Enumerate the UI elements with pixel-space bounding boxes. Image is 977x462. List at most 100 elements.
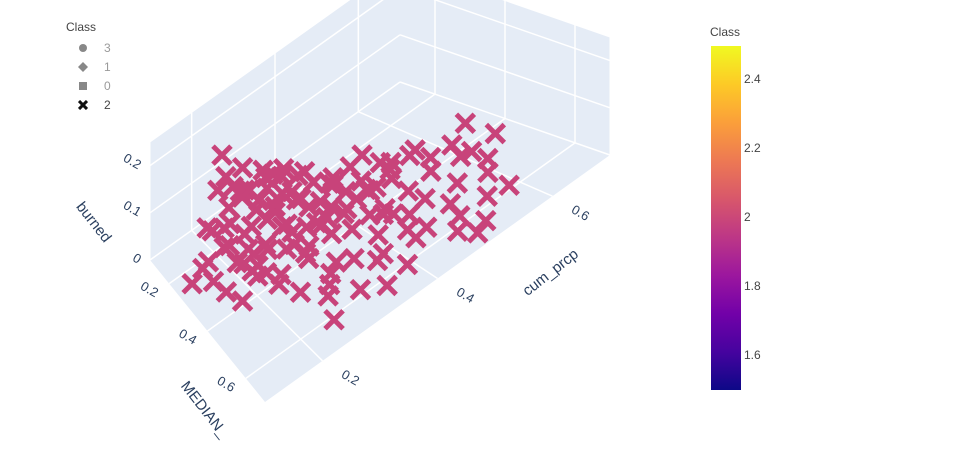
data-point[interactable] bbox=[317, 285, 339, 307]
data-point[interactable] bbox=[215, 281, 238, 303]
legend-label: 1 bbox=[104, 59, 111, 74]
data-point[interactable] bbox=[372, 203, 395, 226]
data-point[interactable] bbox=[215, 165, 237, 188]
legend-item-3[interactable]: 3 bbox=[66, 38, 111, 57]
colorbar-tick: 2.4 bbox=[744, 72, 761, 86]
data-point[interactable] bbox=[289, 281, 312, 303]
gridline-z-left bbox=[149, 0, 384, 167]
data-point[interactable] bbox=[302, 171, 325, 193]
colorbar-tick: 1.6 bbox=[744, 348, 761, 362]
data-point[interactable] bbox=[256, 208, 279, 231]
legend-label: 0 bbox=[104, 78, 111, 93]
data-point[interactable] bbox=[320, 222, 343, 245]
legend-item-0[interactable]: 0 bbox=[66, 76, 111, 95]
colorbar-tick: 2 bbox=[744, 210, 751, 224]
data-point[interactable] bbox=[275, 238, 298, 260]
circle-marker-icon bbox=[76, 43, 90, 53]
data-point[interactable] bbox=[454, 112, 477, 135]
data-point[interactable] bbox=[325, 251, 348, 273]
x-tick-label: 0.2 bbox=[339, 366, 362, 388]
x-axis-title: cum_prcp bbox=[519, 246, 581, 300]
gridline-z-right bbox=[399, 34, 611, 109]
data-point[interactable] bbox=[181, 272, 203, 295]
z-tick-label: 0.2 bbox=[121, 150, 144, 172]
diamond-marker-icon bbox=[76, 61, 90, 72]
legend: Class 3 1 0 2 bbox=[66, 20, 111, 114]
data-point[interactable] bbox=[294, 242, 317, 264]
gridline-z-left bbox=[149, 34, 401, 214]
data-point[interactable] bbox=[349, 278, 372, 301]
data-point[interactable] bbox=[226, 251, 249, 274]
box-edge bbox=[149, 0, 351, 143]
data-point[interactable] bbox=[247, 265, 269, 287]
legend-label: 2 bbox=[104, 97, 111, 112]
gridline-y-floor bbox=[168, 93, 436, 285]
data-point[interactable] bbox=[207, 179, 229, 202]
scene-3d[interactable]: 0.20.40.60.20.40.600.10.2cum_prcpMEDIAN_… bbox=[72, 0, 611, 441]
z-axis-title: burned bbox=[72, 199, 114, 246]
data-point[interactable] bbox=[264, 195, 286, 218]
data-point[interactable] bbox=[231, 156, 254, 179]
data-point[interactable] bbox=[414, 187, 436, 210]
data-point[interactable] bbox=[218, 234, 241, 257]
colorbar-gradient bbox=[711, 46, 741, 390]
data-point[interactable] bbox=[476, 185, 498, 207]
data-point[interactable] bbox=[449, 145, 472, 168]
data-point[interactable] bbox=[196, 217, 218, 239]
data-point[interactable] bbox=[336, 197, 358, 220]
data-point[interactable] bbox=[305, 212, 328, 234]
data-point[interactable] bbox=[276, 213, 298, 235]
data-point[interactable] bbox=[460, 140, 483, 163]
data-point[interactable] bbox=[240, 215, 263, 238]
y-tick-label: 0.6 bbox=[215, 373, 238, 395]
data-point[interactable] bbox=[446, 220, 469, 243]
data-point[interactable] bbox=[477, 161, 499, 184]
data-point[interactable] bbox=[339, 156, 362, 178]
gridline-z-right bbox=[399, 81, 611, 156]
data-point[interactable] bbox=[398, 144, 421, 167]
y-tick-label: 0.2 bbox=[138, 278, 161, 300]
data-point[interactable] bbox=[484, 122, 507, 145]
data-point[interactable] bbox=[231, 290, 254, 312]
data-point[interactable] bbox=[262, 163, 284, 185]
data-point[interactable] bbox=[498, 174, 520, 196]
box-edge bbox=[502, 0, 611, 38]
gridline-z-right bbox=[433, 0, 611, 62]
x-marker-icon bbox=[76, 99, 90, 110]
data-point[interactable] bbox=[376, 274, 398, 297]
data-point[interactable] bbox=[309, 190, 332, 213]
data-point[interactable] bbox=[474, 209, 497, 232]
legend-title: Class bbox=[66, 20, 97, 34]
colorbar-tick: 2.2 bbox=[744, 141, 761, 155]
data-point[interactable] bbox=[446, 172, 469, 194]
data-point[interactable] bbox=[420, 160, 442, 182]
data-point[interactable] bbox=[343, 247, 365, 270]
data-point[interactable] bbox=[231, 186, 253, 208]
data-point[interactable] bbox=[322, 174, 344, 196]
colorbar-tick: 1.8 bbox=[744, 279, 761, 293]
data-point[interactable] bbox=[405, 227, 427, 249]
legend-item-2[interactable]: 2 bbox=[66, 95, 111, 114]
colorbar: Class 2.4 2.2 2 1.8 1.6 bbox=[710, 25, 761, 390]
data-point[interactable] bbox=[268, 273, 290, 296]
legend-label: 3 bbox=[104, 40, 111, 55]
data-point[interactable] bbox=[247, 189, 270, 212]
square-marker-icon bbox=[76, 81, 90, 91]
data-point[interactable] bbox=[466, 222, 489, 244]
data-point[interactable] bbox=[211, 144, 233, 166]
legend-item-1[interactable]: 1 bbox=[66, 57, 111, 76]
y-tick-label: 0.4 bbox=[176, 326, 199, 348]
data-point[interactable] bbox=[323, 308, 345, 331]
data-point[interactable] bbox=[396, 253, 419, 276]
data-point[interactable] bbox=[367, 224, 389, 246]
x-tick-label: 0.6 bbox=[569, 202, 592, 224]
data-point[interactable] bbox=[341, 218, 363, 241]
data-point[interactable] bbox=[366, 249, 389, 272]
data-point[interactable] bbox=[298, 196, 320, 218]
data-point[interactable] bbox=[257, 238, 279, 261]
data-point[interactable] bbox=[219, 212, 241, 235]
data-point[interactable] bbox=[397, 180, 420, 202]
data-point[interactable] bbox=[281, 180, 303, 203]
data-point[interactable] bbox=[380, 167, 403, 190]
